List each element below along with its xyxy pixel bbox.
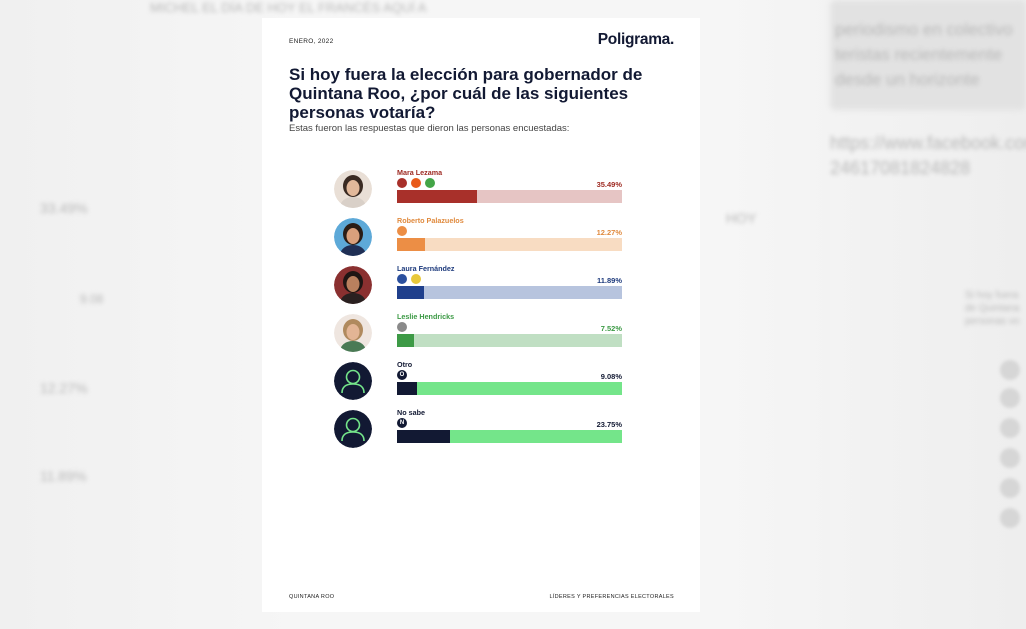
blurred-text: https://www.facebook.com	[830, 133, 1026, 153]
poll-date: ENERO, 2022	[289, 38, 334, 45]
party-logo-icon	[411, 274, 421, 284]
blurred-text: 24617081824828	[830, 158, 971, 178]
bar-track	[397, 286, 622, 299]
candidate-name: Roberto Palazuelos	[397, 216, 464, 225]
party-logo-icon	[397, 322, 407, 332]
bar-track	[397, 334, 622, 347]
candidate-name: Leslie Hendricks	[397, 312, 455, 321]
poll-question: Si hoy fuera la elección para gobernador…	[289, 65, 643, 122]
data-label: 11.89%	[596, 276, 622, 285]
poll-card: ENERO, 2022 Poligrama. Si hoy fuera la e…	[262, 18, 700, 612]
party-logos	[397, 226, 407, 237]
letter-badge-icon: N	[397, 418, 407, 428]
party-logo-icon	[425, 178, 435, 188]
bar	[397, 430, 451, 443]
data-label: 9.08%	[600, 372, 622, 381]
candidate-name: Mara Lezama	[397, 168, 443, 177]
bar	[397, 238, 425, 251]
blurred-text: 33.49%	[40, 200, 88, 216]
party-logos	[397, 274, 421, 285]
party-logos	[397, 322, 407, 333]
blurred-text: Si hoy fuera	[965, 290, 1019, 301]
candidate-name: No sabe	[397, 408, 425, 417]
party-logos: N	[397, 418, 407, 429]
blurred-text: MICHEL EL DÍA DE HOY EL FRANCÉS AQUÍ A	[150, 0, 427, 15]
party-logos: O	[397, 370, 407, 381]
bar	[397, 334, 414, 347]
data-label: 12.27%	[596, 228, 622, 237]
blurred-text: 12.27%	[40, 380, 88, 396]
blurred-text: 9.08	[80, 292, 104, 306]
candidate-name: Laura Fernández	[397, 264, 455, 273]
bar	[397, 286, 424, 299]
blurred-avatar	[1000, 508, 1020, 528]
blurred-avatar	[1000, 360, 1020, 380]
footer-region: QUINTANA ROO	[289, 594, 335, 600]
bar	[397, 382, 418, 395]
data-label: 35.49%	[596, 180, 622, 189]
blurred-text: de Quintana	[965, 303, 1020, 314]
candidate-photo	[334, 170, 372, 208]
blurred-avatar	[1000, 388, 1020, 408]
blurred-panel	[830, 0, 1026, 110]
blurred-avatar	[1000, 478, 1020, 498]
blurred-text: HOY	[726, 210, 757, 226]
blurred-text: 11.89%	[40, 468, 87, 484]
poll-subtitle: Estas fueron las respuestas que dieron l…	[289, 123, 570, 134]
footer-section: LÍDERES Y PREFERENCIAS ELECTORALES	[549, 594, 674, 600]
party-logo-icon	[411, 178, 421, 188]
blurred-text: teristas recientemente	[835, 45, 1003, 64]
bar-track	[397, 430, 622, 443]
party-logo-icon	[397, 274, 407, 284]
blurred-text: periodismo en colectivo	[835, 20, 1013, 39]
candidate-name: Otro	[397, 360, 413, 369]
candidate-photo	[334, 266, 372, 304]
bar	[397, 190, 477, 203]
letter-badge-icon: O	[397, 370, 407, 380]
bar-track	[397, 238, 622, 251]
bar-track	[397, 382, 622, 395]
data-label: 7.52%	[600, 324, 622, 333]
blurred-text: desde un horizonte	[835, 70, 980, 89]
candidate-photo	[334, 314, 372, 352]
party-logos	[397, 178, 435, 189]
blurred-avatar	[1000, 448, 1020, 468]
data-label: 23.75%	[596, 420, 622, 429]
bar-track	[397, 190, 622, 203]
candidate-photo	[334, 218, 372, 256]
person-silhouette-icon	[334, 362, 372, 400]
blurred-text: personas vo	[965, 316, 1020, 327]
person-silhouette-icon	[334, 410, 372, 448]
blurred-avatar	[1000, 418, 1020, 438]
party-logo-icon	[397, 178, 407, 188]
results-chart: Mara Lezama 35.49% Roberto Palazuelos 12.27…	[334, 168, 634, 463]
party-logo-icon	[397, 226, 407, 236]
poligrama-logo: Poligrama.	[597, 31, 675, 48]
